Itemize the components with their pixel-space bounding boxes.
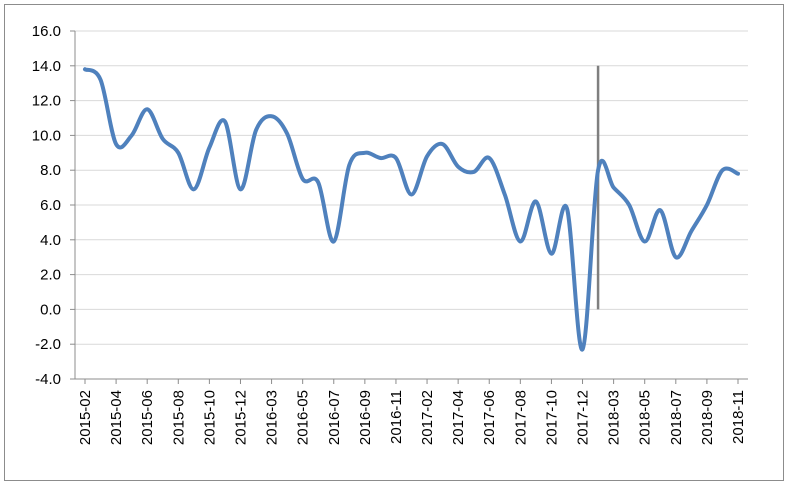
data-point <box>83 67 87 71</box>
axes <box>70 30 748 384</box>
data-point <box>705 203 709 207</box>
y-tick-label: 16.0 <box>32 23 61 40</box>
data-point <box>176 151 180 155</box>
data-point <box>254 128 258 132</box>
data-point <box>114 142 118 146</box>
data-point <box>363 151 367 155</box>
x-tick-label: 2017-12 <box>575 390 592 445</box>
data-point <box>161 137 165 141</box>
data-point <box>658 208 662 212</box>
data-point <box>394 156 398 160</box>
x-tick-label: 2018-05 <box>637 390 654 445</box>
data-point <box>518 240 522 244</box>
x-tick-label: 2018-11 <box>730 390 747 444</box>
gridlines <box>75 30 748 345</box>
x-tick-label: 2016-09 <box>357 390 374 445</box>
data-point <box>456 165 460 169</box>
data-point <box>207 146 211 150</box>
data-point <box>441 142 445 146</box>
y-tick-label: 0.0 <box>40 301 61 318</box>
y-tick-label: 2.0 <box>40 267 61 284</box>
x-tick-label: 2015-02 <box>77 390 94 445</box>
data-point <box>720 168 724 172</box>
data-point <box>549 252 553 256</box>
y-tick-labels: 16.0 14.0 12.0 10.0 8.0 6.0 4.0 2.0 0.0 -2.0 -4.0 <box>32 23 61 388</box>
x-tick-label: 2018-07 <box>668 390 685 445</box>
data-point <box>145 107 149 111</box>
data-point <box>689 229 693 233</box>
data-point <box>736 172 740 176</box>
y-tick-label: 8.0 <box>40 162 61 179</box>
data-point <box>332 240 336 244</box>
x-tick-label: 2017-08 <box>512 390 529 445</box>
data-point <box>503 193 507 197</box>
data-point <box>223 119 227 123</box>
x-tick-label: 2016-11 <box>388 390 405 444</box>
x-tick-label: 2018-09 <box>699 390 716 445</box>
y-tick-label: -2.0 <box>35 336 61 353</box>
data-point <box>99 78 103 82</box>
data-point <box>378 156 382 160</box>
x-tick-label: 2017-02 <box>419 390 436 445</box>
data-point <box>301 177 305 181</box>
data-point <box>316 180 320 184</box>
data-point <box>472 170 476 174</box>
data-point <box>627 203 631 207</box>
data-point <box>581 347 585 351</box>
y-tick-label: 4.0 <box>40 232 61 249</box>
data-point <box>643 240 647 244</box>
x-tick-label: 2015-04 <box>108 390 125 445</box>
x-tick-label: 2017-10 <box>543 390 560 445</box>
x-tick-label: 2016-07 <box>326 390 343 445</box>
x-tick-label: 2015-06 <box>139 390 156 445</box>
data-point <box>238 187 242 191</box>
data-point <box>425 154 429 158</box>
data-point <box>596 168 600 172</box>
data-point <box>410 193 414 197</box>
x-tick-label: 2018-03 <box>606 390 623 445</box>
x-tick-label: 2015-10 <box>201 390 218 445</box>
data-point <box>192 187 196 191</box>
x-tick-label: 2017-04 <box>450 390 467 445</box>
x-tick-label: 2016-03 <box>264 390 281 445</box>
x-tick-label: 2015-08 <box>170 390 187 445</box>
chart-frame <box>4 4 784 481</box>
data-point <box>534 200 538 204</box>
data-point <box>347 163 351 167</box>
data-point <box>565 206 569 210</box>
data-point <box>487 156 491 160</box>
data-point <box>285 132 289 136</box>
y-tick-label: 6.0 <box>40 197 61 214</box>
x-tick-label: 2017-06 <box>481 390 498 445</box>
y-tick-label: 14.0 <box>32 58 61 75</box>
y-tick-label: 12.0 <box>32 93 61 110</box>
series-line <box>83 67 740 352</box>
data-point <box>612 186 616 190</box>
series-layer <box>83 67 740 352</box>
data-point <box>674 255 678 259</box>
data-point <box>130 133 134 137</box>
x-tick-label: 2016-05 <box>295 390 312 445</box>
x-tick-labels: 2015-02 2015-04 2015-06 2015-08 2015-10 2015-… <box>77 390 747 445</box>
y-tick-label: -4.0 <box>35 371 61 388</box>
y-tick-label: 10.0 <box>32 127 61 144</box>
x-tick-label: 2015-12 <box>232 390 249 445</box>
data-point <box>270 114 274 118</box>
